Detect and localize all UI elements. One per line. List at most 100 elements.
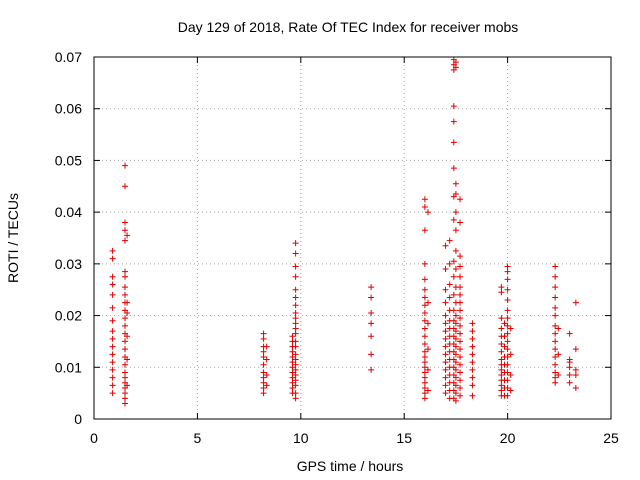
data-point [469, 359, 476, 366]
data-point [552, 330, 559, 337]
data-point [421, 364, 428, 371]
data-point [368, 366, 375, 373]
data-point [469, 328, 476, 335]
data-point [109, 317, 116, 324]
data-point [457, 361, 464, 368]
data-point [498, 356, 505, 363]
data-point [469, 335, 476, 342]
data-point [572, 299, 579, 306]
data-point [292, 309, 299, 316]
data-point [457, 273, 464, 280]
data-point [507, 351, 514, 358]
data-point [421, 374, 428, 381]
data-point [446, 294, 453, 301]
x-tick-label: 10 [293, 430, 309, 446]
data-point [289, 384, 296, 391]
plot-frame [93, 56, 612, 420]
data-point [368, 351, 375, 358]
data-point [501, 333, 508, 340]
data-point [457, 299, 464, 306]
data-point [572, 366, 579, 373]
data-point [292, 240, 299, 247]
data-point [504, 361, 511, 368]
data-point [122, 322, 129, 329]
data-point [421, 384, 428, 391]
data-point [469, 343, 476, 350]
data-point [457, 219, 464, 226]
data-point [504, 307, 511, 314]
data-point [452, 374, 459, 381]
data-point [122, 284, 129, 291]
data-point [504, 322, 511, 329]
data-point [498, 372, 505, 379]
data-point [450, 165, 457, 172]
data-point [124, 356, 131, 363]
data-point [469, 374, 476, 381]
data-point [292, 390, 299, 397]
data-point [263, 372, 270, 379]
data-point [421, 196, 428, 203]
data-point [109, 273, 116, 280]
data-point [260, 374, 267, 381]
data-point [572, 346, 579, 353]
data-point [552, 304, 559, 311]
data-point [442, 374, 449, 381]
data-point [442, 286, 449, 293]
data-point [498, 284, 505, 291]
data-point [457, 377, 464, 384]
data-point [109, 390, 116, 397]
data-point [122, 237, 129, 244]
data-point [452, 397, 459, 404]
data-point [442, 343, 449, 350]
data-point [421, 341, 428, 348]
data-point [452, 191, 459, 198]
data-point [457, 253, 464, 260]
data-point [260, 390, 267, 397]
data-point [552, 346, 559, 353]
data-point [109, 247, 116, 254]
data-point [469, 320, 476, 327]
data-point [124, 309, 131, 316]
data-point [109, 351, 116, 358]
x-tick-labels: 0 5 10 15 20 25 [90, 430, 619, 446]
data-point [452, 320, 459, 327]
data-point [109, 291, 116, 298]
data-point [421, 325, 428, 332]
data-point [442, 299, 449, 306]
data-point [289, 359, 296, 366]
data-point [457, 392, 464, 399]
data-point [122, 227, 129, 234]
data-point [501, 343, 508, 350]
y-tick-label: 0.07 [55, 49, 82, 65]
data-point [442, 351, 449, 358]
data-point [292, 273, 299, 280]
data-point [452, 390, 459, 397]
x-axis-label: GPS time / hours [297, 458, 404, 474]
data-point [122, 291, 129, 298]
data-point [109, 255, 116, 262]
data-point [446, 237, 453, 244]
data-point [442, 242, 449, 249]
data-point [122, 374, 129, 381]
data-point [504, 377, 511, 384]
data-point [555, 325, 562, 332]
data-point [501, 320, 508, 327]
data-point [424, 366, 431, 373]
data-point [122, 162, 129, 169]
data-point [292, 250, 299, 257]
data-point [452, 312, 459, 319]
data-point [446, 260, 453, 267]
data-point [566, 330, 573, 337]
data-point [442, 320, 449, 327]
data-point [292, 361, 299, 368]
data-point [457, 291, 464, 298]
data-point [552, 338, 559, 345]
y-tick-label: 0.06 [55, 101, 82, 117]
data-point [504, 297, 511, 304]
x-tick-label: 5 [194, 430, 202, 446]
data-point [122, 315, 129, 322]
y-tick-label: 0.05 [55, 152, 82, 168]
y-tick-label: 0.02 [55, 308, 82, 324]
data-point [457, 330, 464, 337]
data-point [498, 382, 505, 389]
